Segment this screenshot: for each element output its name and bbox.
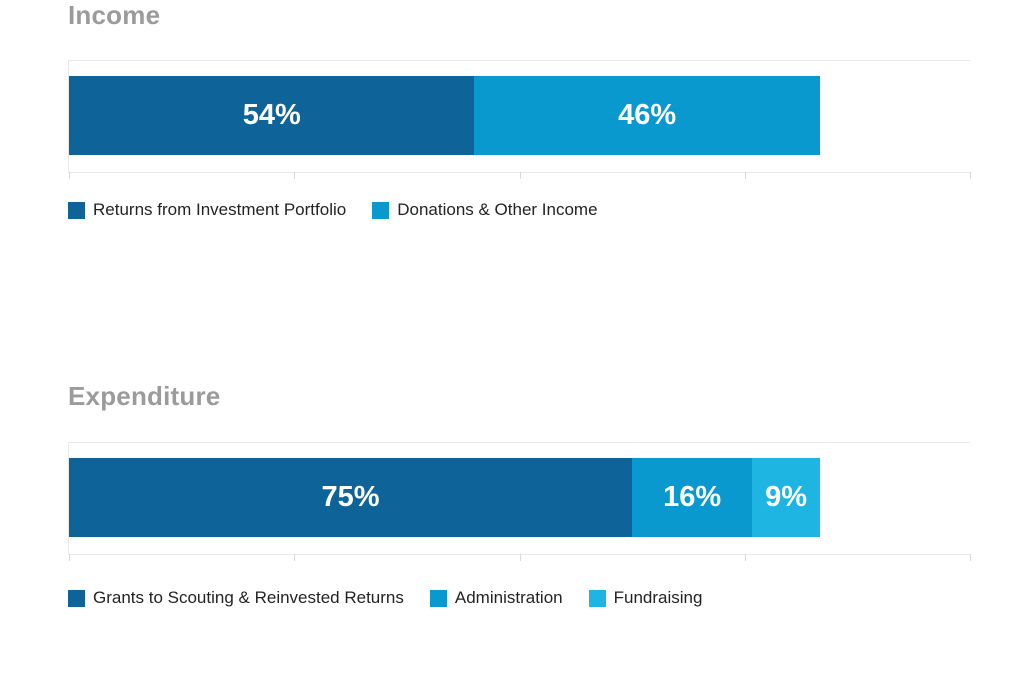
- legend-item[interactable]: Fundraising: [588, 588, 703, 608]
- legend-item[interactable]: Administration: [429, 588, 563, 608]
- legend-swatch-icon: [372, 201, 390, 219]
- chart-title: Expenditure: [68, 381, 221, 411]
- bar-segment[interactable]: 54%: [69, 76, 475, 155]
- axis-tick: [519, 554, 521, 561]
- stacked-bar: 54% 46%: [69, 76, 970, 155]
- bar-segment-label: 9%: [765, 481, 807, 513]
- income-chart-section: Income 54% 46% Returns from Investment Po…: [68, 0, 971, 320]
- axis-tick: [744, 554, 746, 561]
- plot-area: 75% 16% 9%: [68, 442, 971, 561]
- legend-swatch-icon: [588, 589, 606, 607]
- bar-segment-label: 54%: [242, 99, 301, 131]
- bar-segment-label: 46%: [618, 99, 677, 131]
- axis-tick: [294, 554, 296, 561]
- legend-item[interactable]: Grants to Scouting & Reinvested Returns: [68, 588, 404, 608]
- legend-swatch-icon: [68, 589, 85, 607]
- chart-title: Income: [68, 0, 161, 30]
- bar-segment[interactable]: 9%: [752, 458, 820, 537]
- legend-item[interactable]: Donations & Other Income: [372, 200, 598, 220]
- axis-tick: [970, 172, 971, 179]
- legend-item-label: Fundraising: [613, 588, 703, 607]
- legend-swatch-icon: [68, 201, 85, 219]
- legend-swatch-icon: [429, 589, 447, 607]
- legend-item[interactable]: Returns from Investment Portfolio: [68, 200, 346, 220]
- legend: Grants to Scouting & Reinvested Returns A…: [68, 588, 702, 608]
- bar-segment-label: 75%: [321, 481, 380, 513]
- legend-item-label: Returns from Investment Portfolio: [93, 200, 347, 219]
- axis-tick: [69, 554, 70, 561]
- bar-segment[interactable]: 16%: [632, 458, 753, 537]
- axis-tick: [69, 172, 70, 179]
- axis-tick: [519, 172, 521, 179]
- legend-item-label: Administration: [454, 588, 563, 607]
- axis-tick: [744, 172, 746, 179]
- legend-item-label: Grants to Scouting & Reinvested Returns: [93, 588, 404, 607]
- bar-segment[interactable]: 46%: [474, 76, 820, 155]
- axis-tick: [294, 172, 296, 179]
- plot-area: 54% 46%: [68, 60, 971, 179]
- expenditure-chart-section: Expenditure 75% 16% 9% Grants to Scouting …: [68, 381, 971, 683]
- legend-item-label: Donations & Other Income: [397, 200, 598, 219]
- axis-tick: [970, 554, 971, 561]
- bar-segment-label: 16%: [663, 481, 722, 513]
- stacked-bar: 75% 16% 9%: [69, 458, 970, 537]
- legend: Returns from Investment Portfolio Donatio…: [68, 200, 598, 220]
- bar-segment[interactable]: 75%: [69, 458, 633, 537]
